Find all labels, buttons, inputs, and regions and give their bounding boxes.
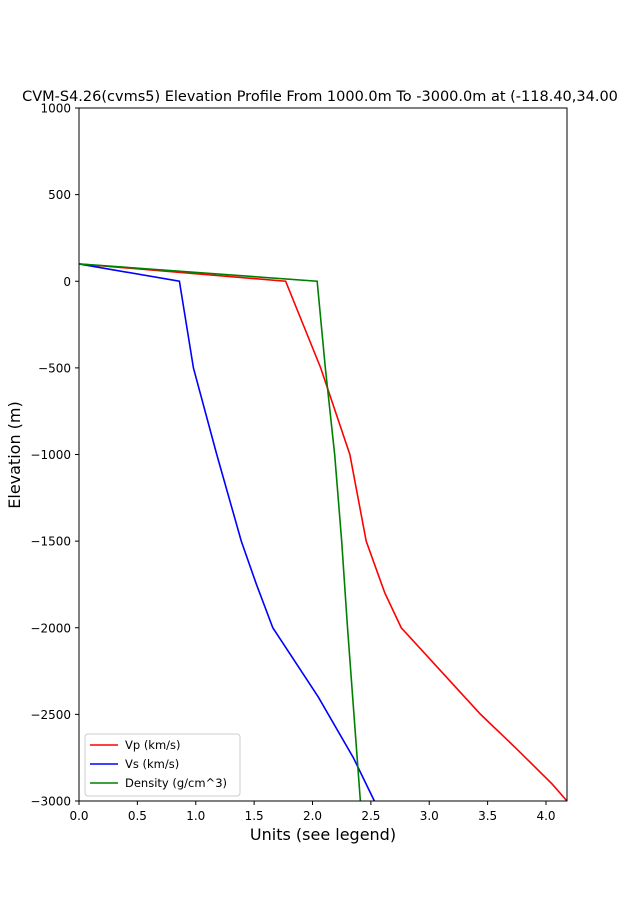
y-axis-ticks: 1000 500 0 −500 −1000 −1500 −2000 −2500 −3000 xyxy=(30,102,79,809)
y-tick-label: −1000 xyxy=(30,448,71,462)
x-tick-label: 2.0 xyxy=(303,809,322,823)
y-tick-label: 0 xyxy=(63,275,71,289)
x-tick-label: 3.0 xyxy=(420,809,439,823)
x-tick-label: 0.0 xyxy=(69,809,88,823)
legend-box xyxy=(84,733,241,797)
y-tick-label: −1500 xyxy=(30,535,71,549)
series-line-2 xyxy=(78,263,362,802)
y-tick-label: −2000 xyxy=(30,621,71,635)
y-tick-label: −2500 xyxy=(30,708,71,722)
y-tick-label: −500 xyxy=(38,361,71,375)
legend: Vp (km/s) Vs (km/s) Density (g/cm^3) xyxy=(84,733,241,797)
x-axis-label: Units (see legend) xyxy=(250,825,396,844)
x-axis-ticks: 0.0 0.5 1.0 1.5 2.0 2.5 3.0 3.5 4.0 xyxy=(69,801,556,823)
y-tick-label: 1000 xyxy=(40,102,71,116)
x-tick-label: 1.0 xyxy=(186,809,205,823)
y-tick-label: −3000 xyxy=(30,795,71,809)
x-tick-label: 0.5 xyxy=(128,809,147,823)
plot-frame xyxy=(78,107,568,802)
legend-label: Density (g/cm^3) xyxy=(125,776,227,790)
x-tick-label: 2.5 xyxy=(361,809,380,823)
legend-label: Vp (km/s) xyxy=(125,738,181,752)
y-tick-label: 500 xyxy=(48,188,71,202)
x-tick-label: 4.0 xyxy=(536,809,555,823)
legend-label: Vs (km/s) xyxy=(125,757,179,771)
y-axis-label: Elevation (m) xyxy=(5,401,24,508)
series-line-1 xyxy=(78,263,376,802)
series-line-0 xyxy=(78,263,568,802)
x-tick-label: 1.5 xyxy=(245,809,264,823)
plot-area xyxy=(78,263,568,802)
chart-title: CVM-S4.26(cvms5) Elevation Profile From … xyxy=(22,89,618,105)
x-tick-label: 3.5 xyxy=(478,809,497,823)
